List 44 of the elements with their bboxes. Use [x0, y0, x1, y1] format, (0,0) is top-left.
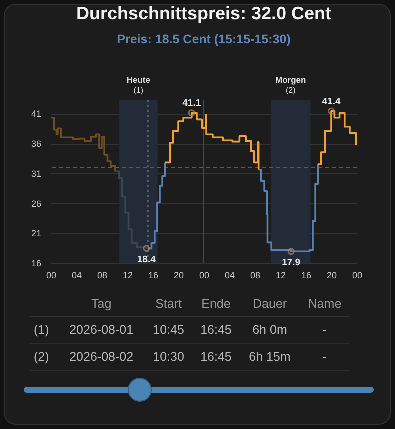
text: 16:45: [200, 350, 232, 364]
text: 16:45: [200, 323, 232, 337]
y-tick-label: 21: [31, 228, 42, 239]
x-tick-label: 00: [46, 270, 57, 280]
text: -: [322, 350, 328, 364]
band-label: Heute (1): [126, 75, 151, 95]
text: 10:30: [153, 350, 184, 364]
annotation: 18.4: [137, 254, 157, 266]
annotation: 41.1: [182, 98, 202, 110]
text: -: [322, 323, 328, 337]
y-tick-label: 36: [31, 139, 42, 150]
category-label: Ende: [192, 292, 240, 316]
y-tick-label: 26: [31, 198, 42, 209]
x-tick-label: 16: [301, 270, 312, 280]
text: (2): [34, 350, 50, 364]
category-label: Start: [145, 292, 193, 316]
annotation: 41.4: [322, 96, 342, 108]
x-tick-label: 20: [174, 270, 184, 280]
x-tick-label: 12: [276, 270, 286, 280]
x-tick-label: 00: [352, 270, 363, 280]
band-label: Morgen (2): [276, 75, 306, 95]
x-tick-label: 00: [199, 270, 210, 280]
annotation: 17.9: [282, 258, 301, 269]
category-label: Dauer: [240, 292, 300, 316]
y-tick-label: 31: [31, 168, 42, 179]
text: 10:45: [153, 323, 184, 337]
x-tick-label: 16: [148, 270, 159, 280]
chart-title: Durchschnittspreis: 32.0 Cent: [76, 4, 332, 24]
text: 2026-08-02: [70, 350, 134, 364]
y-tick-label: 16: [31, 258, 42, 268]
x-tick-label: 04: [72, 270, 82, 280]
x-tick-label: 08: [250, 270, 261, 280]
chart-subtitle: Preis: 18.5 Cent (15:15-15:30): [117, 32, 291, 46]
text: 6h 15m: [249, 350, 291, 364]
text: (1): [34, 323, 50, 337]
text: 6h 0m: [252, 323, 288, 337]
y-tick-label: 41: [31, 109, 42, 120]
x-tick-label: 04: [224, 270, 236, 280]
x-tick-label: 08: [97, 270, 108, 280]
category-label: Tag: [58, 292, 146, 316]
category-label: Name: [300, 292, 350, 316]
x-tick-label: 20: [326, 270, 338, 280]
text: 2026-08-01: [70, 323, 134, 337]
x-tick-label: 12: [122, 270, 134, 280]
